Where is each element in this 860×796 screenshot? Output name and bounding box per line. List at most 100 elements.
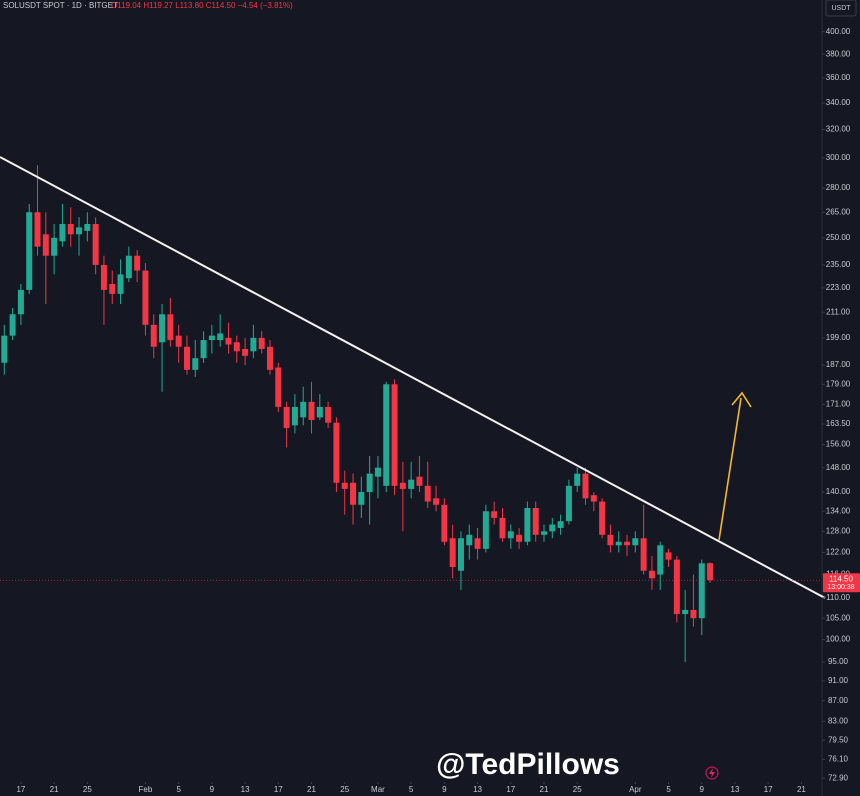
y-tick-label: 76.10 <box>828 754 849 763</box>
candle-body <box>42 234 49 256</box>
x-tick-label: 25 <box>83 785 92 794</box>
candle-body <box>449 538 456 568</box>
x-tick-label: Apr <box>629 785 642 794</box>
candle-body <box>482 511 489 549</box>
candle-body <box>549 524 556 532</box>
candle-body <box>300 401 307 418</box>
candle-body <box>84 223 91 231</box>
x-tick-label: 17 <box>506 785 515 794</box>
flash-bolt <box>709 768 715 778</box>
watermark: @TedPillows <box>436 748 620 781</box>
candle-body <box>350 482 357 505</box>
candle-body <box>333 422 340 483</box>
y-tick-label: 110.00 <box>826 593 850 602</box>
candle-body <box>208 335 215 341</box>
candle-body <box>325 406 332 423</box>
y-tick-label: 83.00 <box>828 716 849 725</box>
candle-body <box>516 534 523 542</box>
candle-body <box>499 517 506 539</box>
candle-body <box>682 609 689 615</box>
candle-body <box>9 314 16 336</box>
candle-body <box>150 324 157 347</box>
y-tick-label: 122.00 <box>826 548 851 557</box>
y-tick-label: 280.00 <box>826 183 851 192</box>
candle-body <box>275 367 282 407</box>
candle-body <box>308 401 315 421</box>
candle-body <box>341 482 348 489</box>
y-tick-label: 134.00 <box>826 506 851 515</box>
x-tick-label: 25 <box>573 785 582 794</box>
x-tick-label: 9 <box>700 785 705 794</box>
candle-body <box>159 314 166 343</box>
candle-body <box>507 531 514 539</box>
candle-body <box>632 538 639 546</box>
y-tick-label: 87.00 <box>828 696 849 705</box>
candle-body <box>17 289 24 315</box>
y-tick-label: 265.00 <box>826 207 851 216</box>
candle-body <box>657 545 664 575</box>
candle-body <box>408 479 415 489</box>
y-tick-label: 211.00 <box>826 307 850 316</box>
y-tick-label: 156.00 <box>826 440 851 449</box>
candle-body <box>358 492 365 505</box>
y-tick-label: 179.00 <box>826 379 851 388</box>
y-tick-label: 140.00 <box>826 487 851 496</box>
x-tick-label: 21 <box>307 785 316 794</box>
candle-body <box>200 340 207 359</box>
candle-body <box>233 342 240 352</box>
candle-body <box>433 498 440 505</box>
candle-body <box>366 473 373 493</box>
candle-body <box>125 255 132 279</box>
candle-body <box>524 508 531 542</box>
candle-body <box>267 346 273 370</box>
y-tick-label: 400.00 <box>826 27 851 36</box>
candle-body <box>582 473 589 499</box>
arrow-head <box>731 391 752 408</box>
candle-body <box>183 346 190 370</box>
candle-body <box>599 501 606 535</box>
candle-body <box>491 511 498 518</box>
x-tick-label: Feb <box>139 785 153 794</box>
candle-body <box>374 467 381 477</box>
plot <box>1 165 714 663</box>
x-tick-label: 13 <box>473 785 482 794</box>
y-tick-label: 380.00 <box>826 49 851 58</box>
candle-body <box>59 223 66 242</box>
candle-body <box>283 406 290 429</box>
candle-body <box>707 563 714 581</box>
candle-body <box>399 482 406 489</box>
x-tick-label: 17 <box>16 785 25 794</box>
y-tick-label: 79.50 <box>828 735 849 744</box>
candle-body <box>541 531 547 535</box>
y-tick-label: 95.00 <box>828 657 849 666</box>
candle-body <box>250 337 257 352</box>
y-tick-label: 360.00 <box>826 73 851 82</box>
candle-body <box>51 237 58 256</box>
candle-body <box>26 212 33 290</box>
y-tick-label: 320.00 <box>826 125 851 134</box>
y-tick-label: 100.00 <box>826 635 851 644</box>
x-tick-label: 21 <box>797 785 806 794</box>
candle-body <box>590 495 597 502</box>
candle-body <box>565 485 572 522</box>
trend-line <box>0 156 826 599</box>
candle-body <box>1 335 8 363</box>
y-tick-label: 128.00 <box>826 526 851 535</box>
candle-body <box>466 534 473 546</box>
candle-body <box>474 538 481 549</box>
countdown: 13:00:38 <box>827 584 854 591</box>
flash-icon <box>705 766 719 780</box>
candle-body <box>424 485 431 502</box>
candle-body <box>441 504 448 542</box>
candle-body <box>532 508 539 535</box>
candle-body <box>615 541 622 546</box>
x-tick-label: 5 <box>409 785 414 794</box>
x-tick-label: 5 <box>666 785 671 794</box>
x-tick-label: 13 <box>241 785 250 794</box>
y-tick-label: 72.90 <box>828 773 849 782</box>
x-tick-label: 9 <box>210 785 215 794</box>
candle-body <box>316 406 323 418</box>
y-tick-label: 235.00 <box>826 260 851 269</box>
